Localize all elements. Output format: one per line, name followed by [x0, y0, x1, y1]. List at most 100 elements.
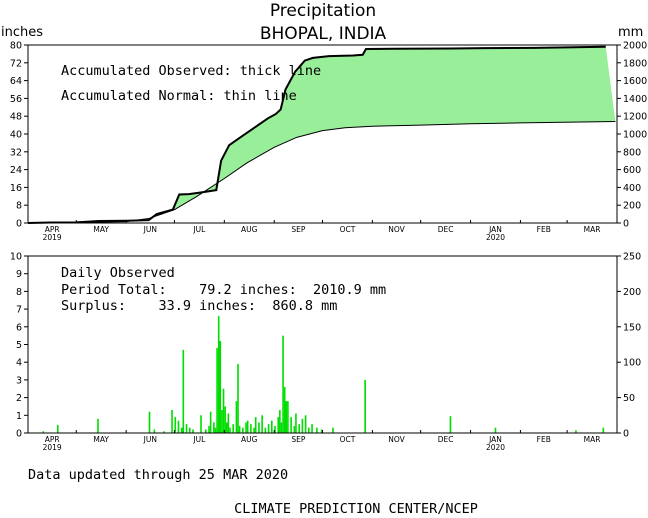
daily-bar	[180, 427, 183, 433]
daily-bar	[56, 425, 59, 433]
daily-bar	[301, 418, 304, 433]
bottom-xtick-label: FEB	[537, 435, 551, 444]
daily-bar	[258, 422, 260, 433]
top-xtick-label: MAR	[584, 225, 601, 234]
bottom-xtick-label: DEC	[438, 435, 454, 444]
top-ytick-left-label: 32	[10, 147, 22, 158]
daily-bar	[280, 422, 283, 433]
bottom-ytick-left-label: 8	[16, 287, 22, 298]
top-ytick-left-label: 64	[10, 76, 22, 87]
daily-bar	[188, 427, 191, 433]
daily-bar	[293, 425, 296, 433]
top-ytick-right-label: 0	[623, 219, 629, 230]
daily-bar	[308, 427, 310, 433]
daily-bar	[227, 413, 230, 433]
daily-bar	[602, 427, 605, 433]
daily-bar	[282, 335, 284, 433]
daily-bar	[177, 420, 180, 433]
top-ytick-right-label: 1600	[623, 76, 647, 87]
daily-bars	[42, 316, 605, 433]
bottom-xtick-label: AUG	[241, 435, 258, 444]
daily-bar	[254, 417, 257, 433]
bottom-xtick-label: NOV	[388, 435, 405, 444]
daily-bar	[320, 429, 323, 433]
top-ytick-right-label: 400	[623, 183, 641, 194]
top-ytick-right-label: 1200	[623, 112, 647, 123]
bottom-ytick-left-label: 5	[16, 340, 22, 351]
bottom-ytick-left-label: 9	[16, 269, 22, 280]
daily-bar	[242, 427, 244, 433]
daily-bar	[279, 409, 281, 433]
top-xtick-label: NOV	[388, 225, 405, 234]
bottom-ytick-right-label: 0	[623, 429, 629, 440]
top-ytick-left-label: 8	[16, 201, 22, 212]
top-xtick-label: SEP	[291, 225, 305, 234]
daily-bar	[185, 424, 188, 433]
top-ytick-right-label: 2000	[623, 41, 647, 52]
bottom-ytick-left-label: 0	[16, 429, 22, 440]
top-xtick-label: JUL	[192, 225, 206, 234]
chart-title: Precipitation	[270, 1, 376, 21]
daily-bar	[153, 429, 156, 433]
credit-text: CLIMATE PREDICTION CENTER/NCEP	[234, 501, 478, 517]
daily-bar	[295, 413, 297, 433]
daily-bar	[42, 431, 45, 433]
daily-bar	[316, 427, 318, 433]
bottom-ytick-left-label: 3	[16, 375, 22, 386]
unit-right-label: mm	[618, 25, 643, 40]
top-ytick-left-label: 0	[16, 219, 22, 230]
daily-bar	[97, 418, 99, 433]
daily-bar	[274, 425, 276, 433]
bottom-xtick-label: MAR	[584, 435, 601, 444]
daily-bar	[222, 388, 225, 433]
top-xtick-label: APR	[45, 225, 60, 234]
daily-bar	[311, 424, 313, 433]
top-xtick-label: OCT	[340, 225, 356, 234]
daily-bar	[277, 417, 280, 433]
top-year-label: 2019	[43, 233, 62, 242]
top-ytick-left-label: 80	[10, 41, 22, 52]
top-ytick-left-label: 72	[10, 58, 22, 69]
bottom-ytick-left-label: 7	[16, 305, 22, 316]
top-ytick-right-label: 600	[623, 165, 641, 176]
daily-bar	[219, 340, 222, 433]
top-year-label: 2020	[486, 233, 505, 242]
surplus-fill-area	[28, 46, 616, 223]
daily-bar	[213, 422, 215, 433]
daily-bar	[285, 401, 288, 433]
daily-bar	[575, 430, 577, 433]
top-ytick-right-label: 200	[623, 201, 641, 212]
bottom-ytick-left-label: 6	[16, 322, 22, 333]
daily-bar	[214, 427, 217, 433]
daily-bar	[225, 422, 228, 433]
daily-bar	[287, 401, 289, 433]
bottom-xtick-label: MAY	[93, 435, 109, 444]
daily-bar	[264, 427, 267, 433]
daily-bar	[205, 429, 207, 433]
bottom-ytick-right-label: 200	[623, 287, 641, 298]
legend-normal: Accumulated Normal: thin line	[61, 88, 297, 104]
daily-bar	[235, 401, 238, 433]
daily-bar	[298, 424, 300, 433]
daily-bar	[283, 386, 286, 433]
daily-bar	[221, 409, 223, 433]
top-xtick-label: AUG	[241, 225, 258, 234]
daily-bar	[261, 415, 263, 433]
daily-bar	[232, 424, 234, 433]
daily-bar	[217, 316, 220, 433]
daily-bar	[224, 406, 226, 433]
top-ytick-left-label: 48	[10, 112, 22, 123]
bottom-ytick-left-label: 2	[16, 393, 22, 404]
daily-bar	[271, 420, 273, 433]
daily-heading: Daily Observed	[61, 265, 175, 281]
daily-bar	[229, 427, 231, 433]
top-ytick-right-label: 800	[623, 147, 641, 158]
top-ytick-right-label: 1800	[623, 58, 647, 69]
daily-bar	[148, 411, 151, 433]
top-xtick-label: FEB	[537, 225, 551, 234]
bottom-xtick-label: SEP	[291, 435, 305, 444]
daily-bar	[449, 416, 452, 433]
chart-subtitle: BHOPAL, INDIA	[260, 24, 387, 44]
